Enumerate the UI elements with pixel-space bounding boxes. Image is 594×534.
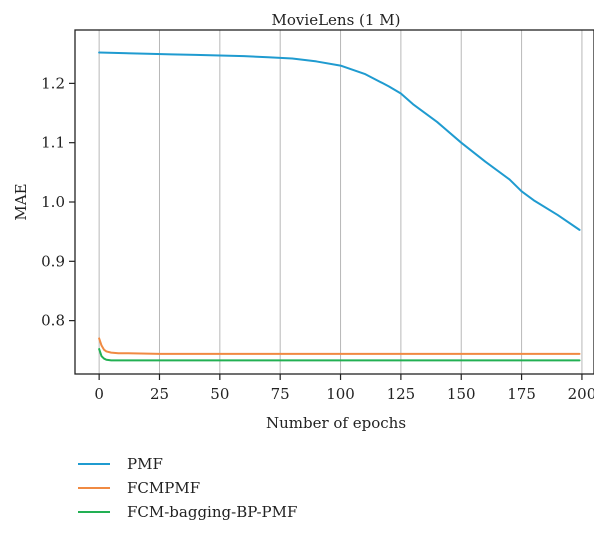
x-axis-label: Number of epochs [266,414,406,432]
x-tick-label: 175 [507,385,536,403]
y-tick-label: 0.8 [41,312,65,330]
plot-frame [74,29,594,375]
x-tick-label: 25 [150,385,169,403]
legend-label: FCM-bagging-BP-PMF [127,503,297,521]
x-tick-label: 0 [94,385,104,403]
x-tick-label: 200 [568,385,594,403]
y-axis-ticks: 0.8 0.9 1.0 1.1 1.2 [41,74,75,330]
x-tick-label: 125 [387,385,416,403]
gridlines [98,30,583,374]
x-tick-label: 50 [210,385,229,403]
series-line-fcm-bagging-bp-pmf [98,348,581,362]
x-tick-label: 150 [447,385,476,403]
legend-label: FCMPMF [127,479,200,497]
series-layer [98,51,581,362]
y-tick-label: 1.2 [41,74,65,92]
y-axis-label: MAE [12,183,30,220]
legend: PMF FCMPMF FCM-bagging-BP-PMF [78,455,297,521]
y-tick-label: 1.1 [41,134,65,152]
legend-label: PMF [127,455,163,473]
x-tick-label: 100 [326,385,355,403]
series-line-pmf [98,51,581,231]
x-axis-ticks: 0 25 50 75 100 125 150 175 200 [94,374,594,403]
chart-title: MovieLens (1 M) [272,11,401,29]
x-tick-label: 75 [271,385,290,403]
y-tick-label: 0.9 [41,252,65,270]
y-tick-label: 1.0 [41,193,65,211]
series-line-fcmpmf [98,337,581,355]
